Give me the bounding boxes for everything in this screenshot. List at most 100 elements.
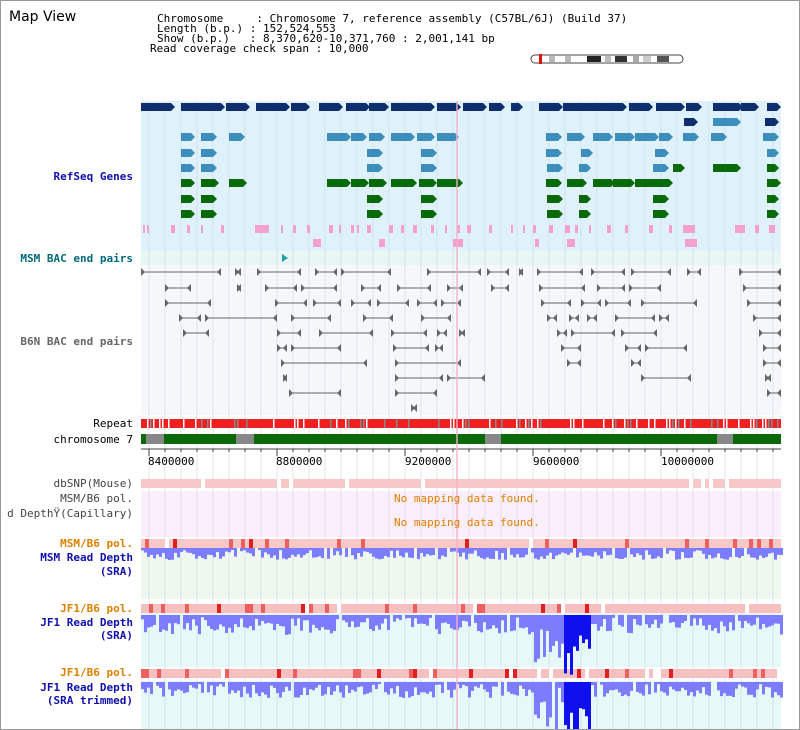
msm-read-depth-histogram[interactable] [141,548,783,560]
repeat-gap [690,419,692,428]
depth-bar [384,615,387,619]
depth-bar [234,682,237,693]
depth-bar [774,682,777,693]
depth-bar [282,615,285,627]
pol-cell [417,669,421,678]
bac-end [257,268,261,276]
depth-bar [408,682,411,698]
jf1-pol-track[interactable] [141,604,781,613]
depth-bar [348,682,351,693]
pol-cell [257,669,261,678]
msm-pol-track[interactable] [141,539,781,548]
pol-cell [721,669,725,678]
depth-bar [252,548,255,557]
bac-end [277,329,281,337]
bac-end [293,284,297,292]
pol-cell [257,479,261,488]
repeat-gap [336,419,338,428]
depth-bar [309,615,312,633]
depth-bar [534,682,537,715]
gene-arrow [723,133,727,141]
depth-bar [537,615,540,659]
chromosome-bar[interactable] [141,434,781,444]
depth-bar [402,682,405,698]
depth-bar [150,548,153,555]
pol-cell [641,479,645,488]
depth-bar [156,548,159,555]
depth-bar [312,682,315,691]
pol-cell [529,669,533,678]
pol-cell [161,604,165,613]
bac-end [337,389,341,397]
depth-bar [750,548,753,558]
bac-end [487,268,491,276]
depth-bar [351,615,354,622]
pol-cell [477,479,481,488]
pol-cell [493,669,497,678]
pol-cell [409,479,413,488]
pol-cell [509,669,513,678]
pol-cell [613,669,617,678]
depth-bar [240,682,243,698]
depth-bar [465,615,468,622]
depth-bar [429,682,432,692]
depth-bar [486,615,489,630]
depth-bar [363,682,366,695]
gene-feature [229,179,243,187]
gene-feature [547,164,559,172]
jf1-read-depth-histogram[interactable] [141,615,783,675]
pol-cell [625,669,629,678]
depth-bar [615,682,618,690]
depth-bar [387,548,390,558]
pol-cell [337,479,341,488]
depth-bar [351,682,354,690]
depth-bar [738,682,741,685]
bac-end-pairs[interactable] [141,268,781,412]
depth-bar [492,682,495,687]
pol-cell [261,479,265,488]
pol-cell [185,604,189,613]
pol-cell [421,669,425,678]
repeat-gap [573,419,575,428]
repeat-track[interactable] [141,419,781,428]
depth-bar [231,615,234,633]
pol-cell [229,479,233,488]
gene-arrow [191,195,195,203]
depth-bar [234,548,237,557]
pol-cell [625,604,629,613]
pol-cell [605,604,609,613]
pol-cell [433,604,437,613]
depth-bar [294,615,297,626]
bac-end [165,284,169,292]
depth-bar [693,548,696,552]
dbsnp-track[interactable] [141,479,781,488]
depth-bar [384,548,387,556]
bac-end [457,359,461,367]
repeat-gap [612,419,614,428]
gene-arrow [347,133,351,141]
depth-bar [144,615,147,633]
axis-tick-label: 9200000 [405,455,452,468]
gene-arrow [347,179,351,187]
pol-cell [309,604,313,613]
chromosome-ideogram[interactable] [530,54,684,64]
depth-bar [216,615,219,630]
pol-cell [185,669,189,678]
pol-cell [737,539,741,548]
pol-cell [297,479,301,488]
axis-tick-label: 9600000 [533,455,580,468]
depth-bar [609,615,612,631]
depth-bar [363,615,366,623]
gene-feature [293,225,296,233]
capillary-band [141,491,781,537]
depth-bar [495,615,498,629]
depth-bar [219,682,222,685]
jf1-pol-trimmed-track[interactable] [141,669,781,678]
jf1-read-depth-trimmed-histogram[interactable] [141,682,783,730]
pol-cell [317,479,321,488]
depth-bar [195,548,198,559]
depth-bar [171,682,174,696]
depth-bar [147,682,150,688]
pol-cell [741,669,745,678]
pol-cell [325,539,329,548]
